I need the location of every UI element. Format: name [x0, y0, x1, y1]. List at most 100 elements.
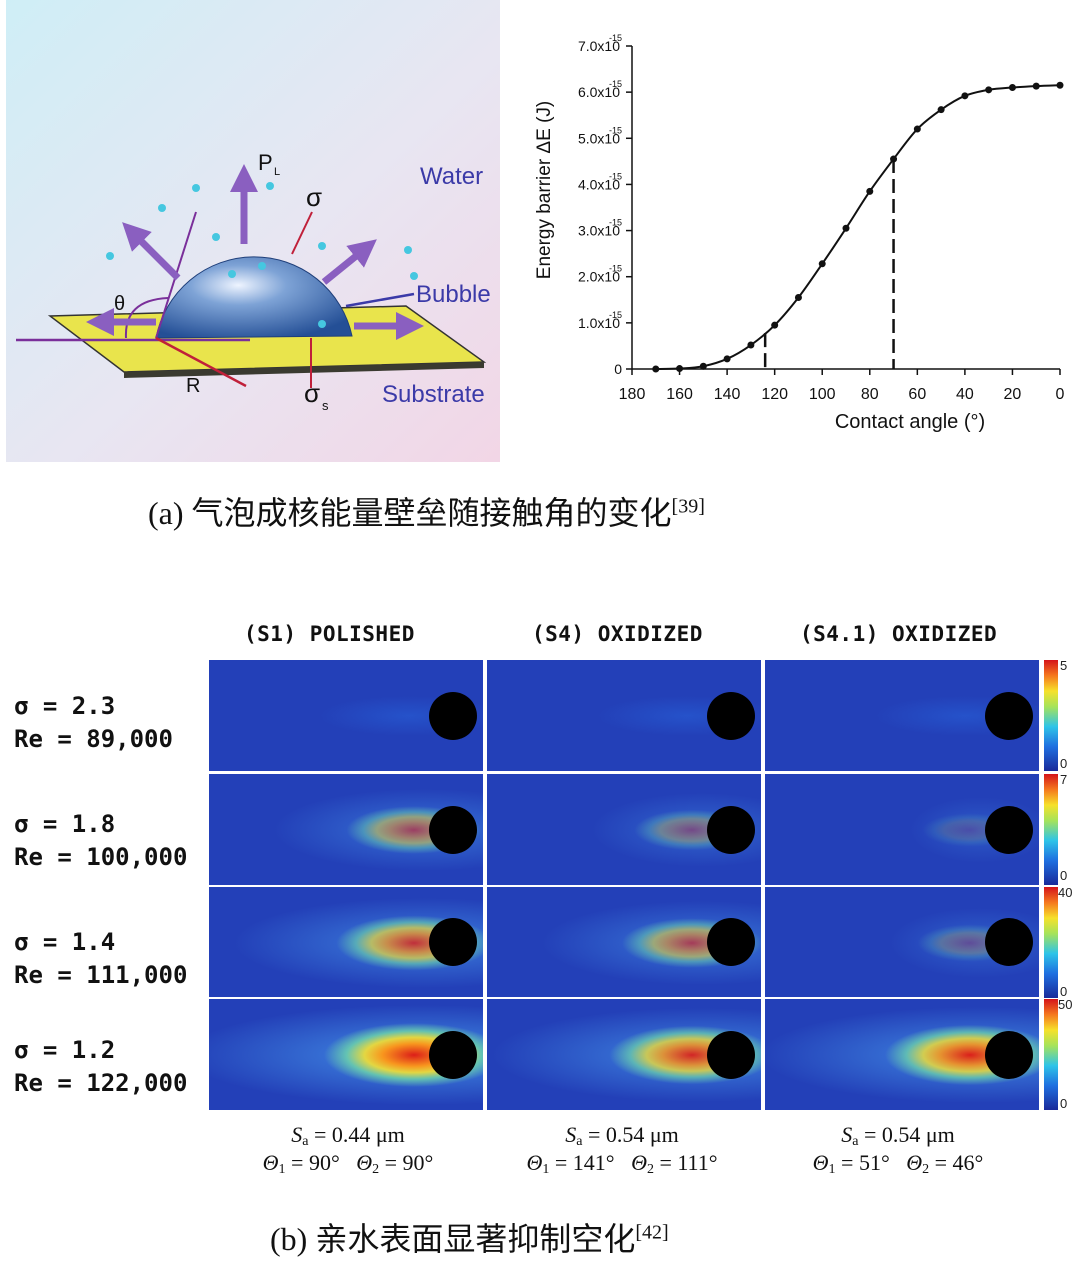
s41-sa: S — [841, 1122, 853, 1147]
y-tick-label: 0 — [614, 361, 622, 377]
row-3-sigma: σ = 1.4 — [14, 928, 116, 956]
y-tick-labels: 01.0x10-152.0x10-153.0x10-154.0x10-155.0… — [578, 33, 632, 377]
y-tick-label: 5.0x10 — [578, 130, 620, 146]
x-tick-label: 100 — [809, 386, 836, 403]
colorbar-3-min: 0 — [1060, 984, 1068, 999]
data-point — [961, 92, 969, 100]
colorbar-2-max: 7 — [1060, 772, 1068, 787]
data-point — [794, 293, 802, 301]
data-point — [913, 125, 921, 133]
s41-t2: Θ — [906, 1150, 923, 1175]
surface-label-s4-1: Sa = 0.54 μm Θ1 = 51° Θ2 = 46° — [770, 1122, 1026, 1178]
x-tick-labels: 180 160 140 120 100 80 60 40 20 0 — [619, 369, 1065, 403]
row-1-re: Re = 89,000 — [14, 725, 173, 753]
row-4-re: Re = 122,000 — [14, 1069, 188, 1097]
cavitation-panel-r3-c3 — [765, 887, 1039, 997]
cylinder-obstacle — [707, 918, 755, 966]
y-tick-exponent: -15 — [609, 218, 622, 228]
cylinder-obstacle — [429, 1031, 477, 1079]
colorbar-2-min: 0 — [1060, 868, 1068, 883]
s4-t2: Θ — [631, 1150, 647, 1175]
s41-sa-sub: a — [852, 1134, 859, 1149]
s4-sa-sub: a — [576, 1134, 583, 1149]
chart-axes — [631, 46, 1060, 370]
row-label-3: σ = 1.4 Re = 111,000 — [14, 926, 187, 992]
s1-sa-sub: a — [302, 1134, 309, 1149]
x-axis-label: Contact angle (°) — [835, 411, 985, 433]
row-label-4: σ = 1.2 Re = 122,000 — [14, 1034, 187, 1100]
colorbar-3-max: 40 — [1058, 885, 1073, 900]
colorbar-1-min: 0 — [1060, 756, 1068, 771]
energy-barrier-curve — [655, 84, 1061, 370]
data-point — [1008, 84, 1016, 92]
cavitation-panel-r3-c1 — [209, 887, 483, 997]
x-tick-label: 120 — [761, 386, 788, 403]
s1-t1-value: = 90° — [285, 1150, 340, 1175]
s41-t2-sub: 2 — [922, 1162, 930, 1177]
x-tick-label: 20 — [1004, 386, 1022, 403]
row-2-sigma: σ = 1.8 — [14, 810, 116, 838]
bubble — [155, 256, 353, 339]
cylinder-obstacle — [707, 1031, 755, 1079]
data-point — [1032, 82, 1040, 90]
row-label-1: σ = 2.3 Re = 89,000 — [14, 690, 173, 756]
caption-b-ref: [42] — [635, 1221, 669, 1244]
data-point — [937, 106, 945, 114]
x-tick-label: 180 — [619, 386, 646, 403]
cylinder-obstacle — [985, 806, 1033, 854]
energy-barrier-chart: 01.0x10-152.0x10-153.0x10-154.0x10-155.0… — [534, 33, 1065, 433]
cavitation-panel-r4-c1 — [209, 999, 483, 1110]
label-substrate: Substrate — [382, 381, 485, 408]
cylinder-obstacle — [985, 918, 1033, 966]
y-tick-label: 3.0x10 — [578, 223, 620, 239]
y-tick-label: 4.0x10 — [578, 176, 620, 192]
cylinder-obstacle — [429, 918, 477, 966]
cavitation-panel-r3-c2 — [487, 887, 761, 997]
colorbar-row-1 — [1044, 660, 1058, 771]
x-tick-label: 0 — [1056, 386, 1065, 403]
label-bubble: Bubble — [416, 281, 491, 308]
schematic-background — [6, 0, 500, 462]
y-tick-exponent: -15 — [609, 33, 622, 43]
data-point — [699, 362, 707, 370]
data-point — [652, 365, 660, 373]
cylinder-obstacle — [985, 692, 1033, 740]
s4-t2-sub: 2 — [646, 1162, 654, 1177]
data-point — [842, 224, 850, 232]
cavitation-panel-r1-c3 — [765, 660, 1039, 771]
caption-a-text: (a) 气泡成核能量壁垒随接触角的变化 — [148, 495, 672, 531]
caption-a-ref: [39] — [671, 495, 705, 518]
s4-sa: S — [565, 1122, 577, 1147]
data-point — [771, 321, 779, 329]
data-point — [1056, 81, 1064, 89]
data-point — [818, 260, 826, 268]
cylinder-obstacle — [985, 1031, 1033, 1079]
x-tick-label: 80 — [861, 386, 879, 403]
label-sigma-s-sub: s — [322, 398, 329, 413]
s4-t1-sub: 1 — [542, 1162, 550, 1177]
data-point — [985, 86, 993, 94]
surface-label-s1: Sa = 0.44 μm Θ1 = 90° Θ2 = 90° — [220, 1122, 476, 1178]
cylinder-obstacle — [429, 806, 477, 854]
column-header-s1: (S1) POLISHED — [244, 622, 415, 646]
data-point — [676, 365, 684, 373]
s4-t1-value: = 141° — [549, 1150, 615, 1175]
column-header-s4: (S4) OXIDIZED — [532, 622, 703, 646]
s1-t2-sub: 2 — [372, 1162, 380, 1177]
row-4-sigma: σ = 1.2 — [14, 1036, 116, 1064]
row-1-sigma: σ = 2.3 — [14, 692, 116, 720]
caption-a: (a) 气泡成核能量壁垒随接触角的变化[39] — [148, 488, 705, 534]
s41-t1: Θ — [812, 1150, 829, 1175]
y-tick-exponent: -15 — [609, 125, 622, 135]
cylinder-obstacle — [429, 692, 477, 740]
s1-sa-value: = 0.44 μm — [308, 1122, 405, 1147]
s41-t1-sub: 1 — [828, 1162, 836, 1177]
reference-dashed-lines — [763, 159, 895, 369]
s41-t2-value: = 46° — [929, 1150, 984, 1175]
s41-sa-value: = 0.54 μm — [858, 1122, 955, 1147]
x-tick-label: 140 — [714, 386, 741, 403]
colorbar-row-2 — [1044, 774, 1058, 885]
s1-t2-value: = 90° — [379, 1150, 434, 1175]
cavitation-panel-r1-c1 — [209, 660, 483, 771]
bubble-nucleation-schematic: P L σ Water θ Bubble R σ s Substrate — [6, 0, 500, 462]
